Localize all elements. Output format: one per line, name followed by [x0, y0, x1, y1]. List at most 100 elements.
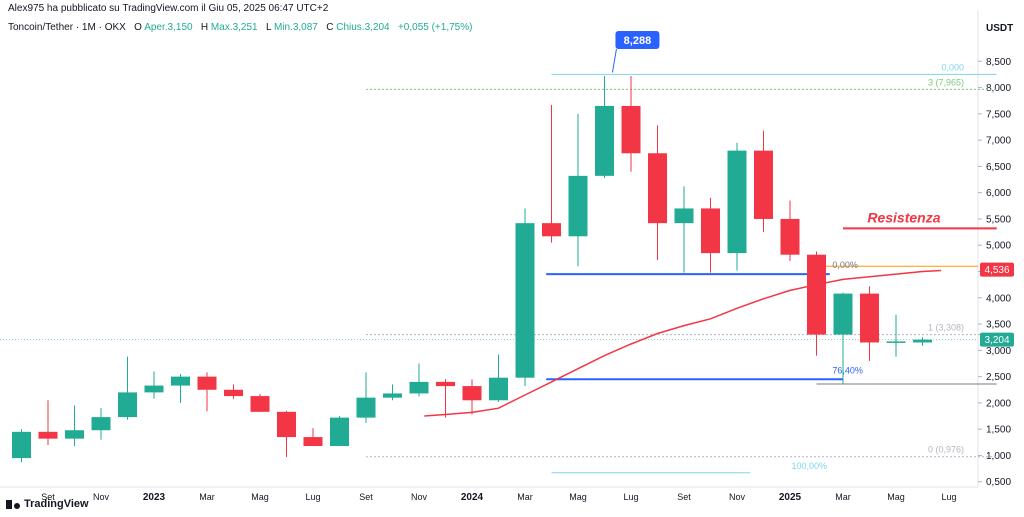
x-tick-label: Mag: [887, 492, 905, 502]
tradingview-logo-icon: [6, 499, 20, 509]
candle-body[interactable]: [65, 430, 84, 439]
candle-body[interactable]: [621, 105, 641, 154]
resistance-label: Resistenza: [867, 209, 940, 225]
x-tick-label: Set: [677, 492, 691, 502]
candle-body[interactable]: [754, 150, 773, 219]
x-tick-label: Nov: [93, 492, 110, 502]
high-marker-label: 8,288: [624, 35, 652, 47]
x-tick-label: Lug: [305, 492, 320, 502]
candle-body[interactable]: [436, 381, 455, 387]
candle-body[interactable]: [197, 376, 217, 390]
candle-body[interactable]: [833, 293, 853, 335]
x-tick-label: Nov: [729, 492, 746, 502]
x-tick-label: Mar: [517, 492, 533, 502]
current-price-badge: [980, 332, 1014, 347]
moving-average-line: [424, 269, 942, 417]
candle-body[interactable]: [383, 393, 402, 398]
candle-body[interactable]: [807, 254, 826, 335]
candle-body[interactable]: [224, 389, 243, 397]
candle-body[interactable]: [12, 431, 31, 459]
y-tick-label: 7,500: [986, 109, 1011, 120]
y-tick-label: 3,000: [986, 346, 1011, 357]
close-label: C: [326, 22, 334, 33]
candle-body[interactable]: [913, 339, 932, 343]
candle-body[interactable]: [674, 208, 694, 224]
x-tick-label: Mar: [199, 492, 215, 502]
candle-body[interactable]: [91, 417, 111, 431]
symbol-name[interactable]: Toncoin/Tether · 1M · OKX: [8, 22, 126, 33]
fib-level-label: 3 (7,965): [928, 77, 964, 87]
candle-body[interactable]: [568, 175, 588, 237]
fib-level-label: 1 (3,308): [928, 323, 964, 333]
x-tick-label: Lug: [623, 492, 638, 502]
y-tick-label: 0,500: [986, 477, 1011, 488]
candle-body[interactable]: [860, 293, 879, 343]
x-tick-label: Set: [41, 492, 55, 502]
high-label: H: [200, 22, 209, 33]
tradingview-logo-text: TradingView: [24, 498, 89, 510]
y-tick-label: 1,000: [986, 451, 1011, 462]
candle-body[interactable]: [727, 150, 747, 254]
candle-body[interactable]: [648, 153, 667, 224]
candle-body[interactable]: [886, 341, 906, 343]
open-value: Aper.3,150: [144, 22, 193, 33]
x-tick-label: 2025: [779, 492, 802, 503]
high-marker-stem: [611, 48, 617, 73]
current-price-label: 3,204: [984, 335, 1009, 346]
fib-percent-label: 0,00%: [832, 260, 858, 270]
candle-body[interactable]: [250, 396, 270, 412]
y-tick-label: 2,000: [986, 398, 1011, 409]
y-tick-label: 6,500: [986, 162, 1011, 173]
y-tick-label: 5,500: [986, 214, 1011, 225]
y-tick-label: 2,500: [986, 372, 1011, 383]
y-tick-label: 4,000: [986, 293, 1011, 304]
published-banner: Alex975 ha pubblicato su TradingView.com…: [8, 3, 329, 14]
candle-body[interactable]: [542, 223, 561, 237]
x-tick-label: 2024: [461, 492, 484, 503]
fib-level-label: 0 (0,976): [928, 445, 964, 455]
symbol-ohlc-legend: Toncoin/Tether · 1M · OKX O Aper.3,150 H…: [8, 22, 472, 33]
x-tick-label: Set: [359, 492, 373, 502]
candle-body[interactable]: [171, 376, 190, 386]
low-value: Min.3,087: [273, 22, 318, 33]
candle-body[interactable]: [277, 411, 296, 438]
candle-body[interactable]: [515, 223, 535, 378]
candle-body[interactable]: [489, 377, 508, 401]
low-label: L: [265, 22, 272, 33]
y-tick-label: 8,000: [986, 83, 1011, 94]
fib-level-label: 100,00%: [792, 461, 828, 471]
open-label: O: [134, 22, 142, 33]
x-tick-label: Mag: [251, 492, 269, 502]
x-tick-label: Mag: [569, 492, 587, 502]
candle-body[interactable]: [356, 397, 376, 418]
y-tick-label: 7,000: [986, 136, 1011, 147]
candle-body[interactable]: [330, 417, 349, 447]
y-tick-label: 1,500: [986, 425, 1011, 436]
x-tick-label: 2023: [143, 492, 166, 503]
y-tick-label: 6,000: [986, 188, 1011, 199]
level-price-badge: [980, 262, 1014, 277]
candle-body[interactable]: [303, 437, 323, 447]
y-tick-label: 5,000: [986, 241, 1011, 252]
change-value: +0,055 (+1,75%): [397, 22, 473, 33]
high-value: Max.3,251: [210, 22, 258, 33]
candle-body[interactable]: [780, 218, 800, 255]
candle-body[interactable]: [144, 385, 164, 393]
x-tick-label: Nov: [411, 492, 428, 502]
candle-body[interactable]: [701, 208, 720, 254]
x-tick-label: Lug: [941, 492, 956, 502]
fib-level-label: 0,000: [941, 62, 964, 72]
fib-percent-label: 76,40%: [832, 365, 863, 375]
candle-body[interactable]: [38, 431, 58, 439]
candle-body[interactable]: [409, 381, 429, 394]
candle-body[interactable]: [118, 392, 137, 418]
y-tick-label: 3,500: [986, 320, 1011, 331]
candle-body[interactable]: [462, 386, 482, 401]
close-value: Chius.3,204: [336, 22, 390, 33]
tradingview-logo: TradingView: [6, 498, 89, 510]
candle-body[interactable]: [595, 105, 614, 176]
level-price-label: 4,536: [984, 265, 1009, 276]
y-tick-label: 8,500: [986, 57, 1011, 68]
high-marker-badge[interactable]: [615, 31, 660, 49]
